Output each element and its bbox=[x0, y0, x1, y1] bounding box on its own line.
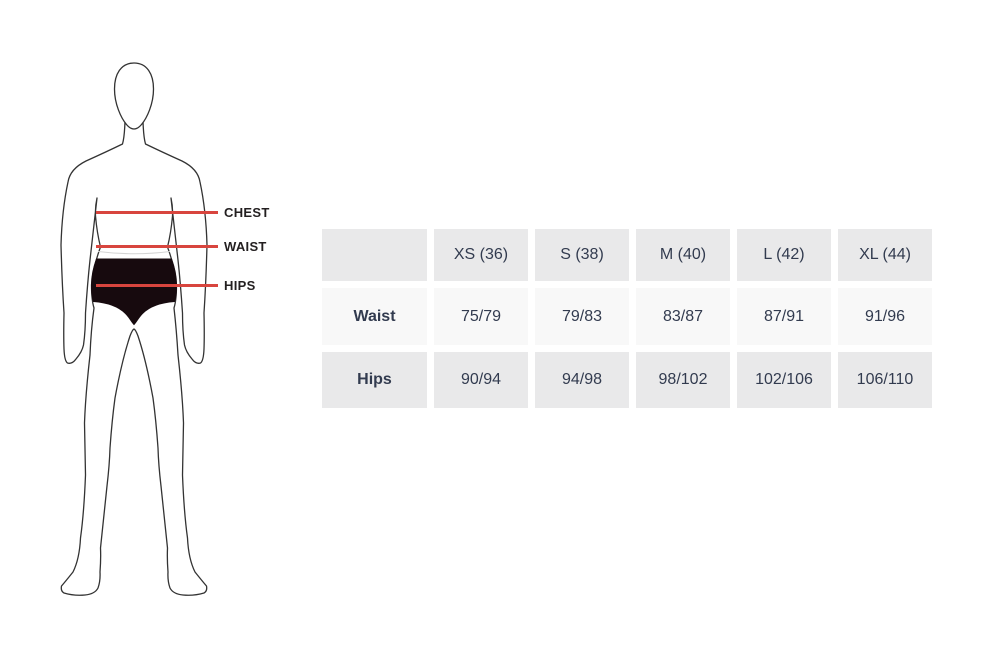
header-cell-s: S (38) bbox=[535, 229, 629, 281]
hips-measure-line bbox=[96, 283, 218, 287]
chest-label: CHEST bbox=[224, 204, 270, 220]
cell-hips-s: 94/98 bbox=[535, 352, 629, 408]
row-label-waist: Waist bbox=[322, 288, 427, 345]
chest-measure-line bbox=[96, 210, 218, 214]
body-outline bbox=[60, 120, 208, 596]
row-label-hips: Hips bbox=[322, 352, 427, 408]
briefs bbox=[90, 258, 178, 326]
body-outline-illustration bbox=[60, 62, 208, 596]
waist-measure-line bbox=[96, 245, 218, 248]
cell-waist-m: 83/87 bbox=[636, 288, 730, 345]
header-cell-xl: XL (44) bbox=[838, 229, 932, 281]
waist-label: WAIST bbox=[224, 239, 267, 254]
cell-waist-xl: 91/96 bbox=[838, 288, 932, 345]
header-cell-m: M (40) bbox=[636, 229, 730, 281]
header-cell-empty bbox=[322, 229, 427, 281]
cell-hips-l: 102/106 bbox=[737, 352, 831, 408]
header-cell-l: L (42) bbox=[737, 229, 831, 281]
cell-hips-xl: 106/110 bbox=[838, 352, 932, 408]
waist-contour-line bbox=[97, 251, 171, 255]
header-cell-xs: XS (36) bbox=[434, 229, 528, 281]
size-table: XS (36) S (38) M (40) L (42) XL (44) Wai… bbox=[322, 229, 932, 408]
hips-label: HIPS bbox=[224, 277, 256, 293]
cell-waist-xs: 75/79 bbox=[434, 288, 528, 345]
cell-waist-s: 79/83 bbox=[535, 288, 629, 345]
cell-hips-m: 98/102 bbox=[636, 352, 730, 408]
cell-hips-xs: 90/94 bbox=[434, 352, 528, 408]
head bbox=[113, 62, 155, 130]
cell-waist-l: 87/91 bbox=[737, 288, 831, 345]
